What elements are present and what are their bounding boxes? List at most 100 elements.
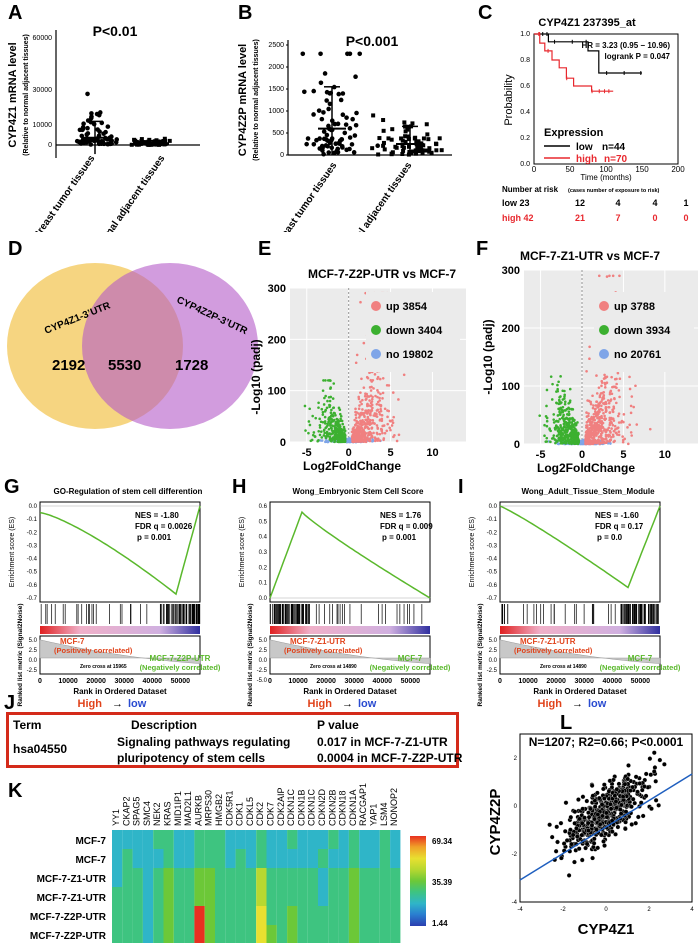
data-point (588, 345, 591, 349)
heatmap-cell (225, 925, 236, 943)
data-point (604, 376, 607, 379)
rank-metric-area (39, 639, 201, 664)
data-point (379, 409, 383, 413)
color-scale-label: 69.34 (432, 837, 453, 846)
panel-l-ytick: 0 (514, 804, 518, 810)
heatmap-cell (142, 830, 154, 849)
data-point (653, 778, 659, 784)
es-tick: -0.4 (487, 557, 498, 563)
data-point (612, 440, 616, 444)
volcano-xtick: -5 (536, 449, 546, 461)
data-point (421, 136, 426, 141)
data-point (336, 430, 339, 434)
data-point (401, 148, 406, 153)
panel-c-legend-high-n: n=70 (604, 154, 628, 165)
zero-cross-label: Zero cross at 14890 (540, 664, 587, 670)
data-point (603, 831, 609, 837)
heatmap-cell (215, 887, 226, 906)
data-point (371, 419, 375, 422)
data-point (308, 423, 312, 427)
data-point (651, 750, 657, 756)
data-point (399, 136, 404, 141)
es-tick: -0.1 (27, 517, 38, 523)
data-point (326, 150, 332, 155)
heatmap-cell (338, 906, 349, 925)
data-point (319, 116, 325, 122)
data-point (591, 406, 595, 410)
hit-bars (40, 604, 201, 624)
data-point (622, 781, 628, 787)
high-label: High (308, 698, 333, 710)
data-point (324, 98, 329, 103)
data-point (344, 115, 349, 120)
data-point (629, 431, 633, 434)
panel-l-stat: N=1207; R2=0.66; P<0.0001 (529, 735, 684, 749)
heatmap-cell (390, 925, 401, 943)
data-point (599, 421, 602, 425)
venn-count-1: 2192 (52, 357, 85, 374)
data-point (619, 802, 624, 808)
data-point (651, 769, 657, 774)
data-point (649, 806, 654, 812)
data-point (354, 407, 357, 411)
data-point (331, 413, 334, 417)
data-point (363, 415, 366, 419)
data-point (326, 399, 329, 403)
data-point (362, 420, 366, 424)
heatmap-cell (112, 925, 123, 943)
data-point (319, 420, 323, 424)
data-point (549, 429, 552, 433)
data-point (91, 121, 97, 127)
data-point (596, 424, 600, 428)
data-point (580, 440, 584, 443)
volcano-xtick: -5 (302, 447, 312, 459)
heatmap-cell (348, 830, 360, 849)
data-point (382, 438, 385, 442)
data-point (571, 408, 575, 411)
data-point (612, 793, 618, 799)
data-point (363, 425, 367, 429)
positive-label: (Positively correlated) (284, 646, 363, 655)
data-point (325, 406, 329, 410)
data-point (560, 408, 564, 412)
panel-b-pvalue: P<0.001 (346, 33, 399, 49)
data-point (595, 790, 600, 796)
data-point (360, 402, 363, 406)
heatmap-cell (215, 849, 226, 868)
data-point (373, 439, 377, 443)
arrow-icon: → (572, 698, 583, 710)
data-point (425, 132, 430, 137)
heatmap-cell (256, 849, 267, 868)
panel-l-ytick: -2 (512, 852, 518, 858)
heatmap-cell (173, 830, 185, 849)
heatmap-cell (390, 906, 401, 925)
heatmap-cell (369, 906, 380, 925)
data-point (367, 404, 371, 407)
data-point (355, 353, 359, 357)
heatmap-cell (215, 868, 226, 887)
table-header-description: Description (131, 718, 198, 732)
panel-c-xtick: 0 (532, 165, 537, 174)
heatmap-cell (163, 849, 174, 868)
data-point (391, 421, 395, 425)
data-point (608, 423, 612, 427)
data-point (580, 806, 586, 812)
panel-c-legend-title: Expression (544, 127, 604, 139)
data-point (602, 412, 605, 415)
data-point (552, 418, 556, 421)
panel-l-xtick: 0 (604, 907, 608, 913)
data-point (608, 392, 612, 396)
data-point (566, 423, 569, 427)
heatmap-cell (287, 849, 298, 868)
data-point (585, 369, 588, 373)
data-point (352, 429, 356, 433)
volcano-ytick: 200 (502, 323, 520, 335)
data-point (327, 416, 331, 420)
es-tick: -0.5 (487, 570, 498, 576)
heatmap-cell (266, 830, 277, 849)
data-point (592, 429, 596, 433)
data-point (594, 414, 598, 418)
data-point (628, 788, 633, 793)
panel-c-ytick: 1.0 (520, 31, 530, 38)
heatmap-gene-label: CDKN18 (338, 790, 348, 826)
